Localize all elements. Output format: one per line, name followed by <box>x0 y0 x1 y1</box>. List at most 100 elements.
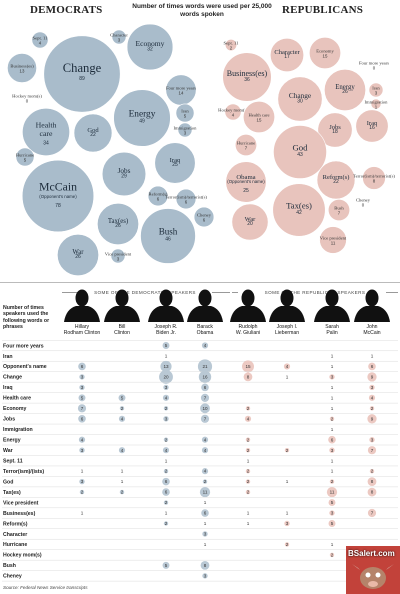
table-cell-bubble-war-2 <box>118 447 126 454</box>
table-cell-value-change-1: 3 <box>81 375 84 380</box>
table-cell-value-war-4: 4 <box>204 448 207 453</box>
table-cell-value-health-care-1: 5 <box>81 395 84 400</box>
table-cell-value-economy-7: 1 <box>331 406 334 411</box>
table-row-label-vice-president: Vice president <box>3 500 39 506</box>
source-note: Source: Federal News Service transcripts <box>3 585 88 590</box>
table-cell-value-god-3: 6 <box>165 479 168 484</box>
table-cell-bubble-economy-5 <box>245 406 251 411</box>
table-cell-bubble-change-1 <box>79 374 85 380</box>
watermark-logo <box>346 546 400 594</box>
table-cell-bubble-opponent-s-name-6 <box>283 363 291 370</box>
table-row-label-hockey-mom-s: Hockey mom(s) <box>3 553 42 559</box>
watermark-text: BSalert.com <box>348 549 395 558</box>
table-cell-value-opponent-s-name-5: 15 <box>245 364 251 369</box>
table-note: Number of times speakers used the follow… <box>3 305 50 331</box>
rep-bubble-value-god: 43 <box>297 152 303 158</box>
speaker-name-joseph-i-lieberman: Joseph I. <box>277 324 298 330</box>
dem-bubble-value-hockey-mom-s: 0 <box>26 99 29 104</box>
dem-bubble-value-hurricane: 5 <box>24 158 27 163</box>
dem-bubble-label-change: Change <box>63 61 102 75</box>
rep-bubble-energy <box>324 69 366 111</box>
dem-bubble-value-iran: 5 <box>184 114 187 119</box>
rep-bubble-label-bush: Bush <box>334 205 344 210</box>
table-cell-value-health-care-4: 7 <box>204 395 207 400</box>
rep-bubble-economy <box>309 37 341 69</box>
rep-bubble-label-business-es: Business(es) <box>227 69 268 78</box>
table-cell-value-character-4: 3 <box>204 532 207 537</box>
table-cell-value-opponent-s-name-3: 13 <box>163 364 169 369</box>
table-row-label-business-es: Business(es) <box>3 511 36 517</box>
dem-bubble-value-character: 3 <box>118 38 121 43</box>
table-cell-bubble-energy-8 <box>369 437 375 443</box>
dem-group-rule <box>62 292 80 293</box>
table-cell-value-vice-president-3: 2 <box>165 500 168 505</box>
table-row-label-bush: Bush <box>3 563 16 569</box>
speaker-silhouette-hillary-rodham-clinton <box>64 289 100 322</box>
rep-bubble-sept-11 <box>224 38 238 52</box>
dem-bubble-label-economy: Economy <box>136 39 165 48</box>
table-cell-value-reform-s-6: 3 <box>286 521 289 526</box>
table-cell-value-tax-es-7: 11 <box>330 490 335 495</box>
rep-bubble-sublabel-obama: (Opponent's name) <box>227 179 265 184</box>
table-cell-bubble-health-care-8 <box>368 394 376 401</box>
speaker-name-bill-clinton: Bill <box>119 324 126 330</box>
table-cell-value-iraq-7: 1 <box>331 385 334 390</box>
rep-bubble-value-business-es: 36 <box>244 77 250 83</box>
dem-bubble-value-jobs: 29 <box>121 173 127 179</box>
table-cell-bubble-iraq-3 <box>163 384 169 391</box>
dem-bubble-sublabel-mccain: (Opponent's name) <box>39 194 77 199</box>
rep-bubble-terror-ism-terrorist-s <box>362 166 386 190</box>
table-cell-bubble-tax-es-2 <box>119 489 125 495</box>
dem-bubble-value-terror-ism-terrorist-s: 6 <box>185 200 188 205</box>
rep-bubble-label-economy: Economy <box>316 48 334 53</box>
dem-bubble-energy <box>113 89 171 147</box>
table-cell-bubble-jobs-2 <box>118 415 126 422</box>
table-cell-bubble-war-1 <box>79 447 85 453</box>
table-row-label-hurricane: Hurricane <box>3 542 27 548</box>
table-cell-value-sept-11-5: 1 <box>247 458 250 463</box>
table-row-label-god: God <box>3 479 13 485</box>
table-cell-bubble-opponent-s-name-8 <box>368 362 376 371</box>
table-cell-value-terror-ism-ists-2: 1 <box>121 469 124 474</box>
table-row-label-cheney: Cheney <box>3 574 22 580</box>
rep-bubble-label-cheney: Cheney <box>356 197 371 202</box>
table-row-label-reform-s: Reform(s) <box>3 521 28 527</box>
dem-bubble-value-economy: 32 <box>147 47 153 53</box>
dem-bubble-label-tax-es: Tax(es) <box>108 218 128 225</box>
dem-bubble-label-jobs: Jobs <box>118 167 131 175</box>
table-cell-bubble-cheney-4 <box>202 573 208 579</box>
table-cell-value-iraq-1: 3 <box>81 385 84 390</box>
rep-bubble-value-four-more-years: 0 <box>373 66 376 71</box>
dem-bubble-tax-es <box>97 203 139 245</box>
table-cell-bubble-economy-4 <box>200 403 210 414</box>
table-cell-value-jobs-8: 9 <box>371 416 374 421</box>
rep-bubble-label-hockey-mom-s: Hockey mom(s) <box>218 107 248 112</box>
table-cell-bubble-vice-president-3 <box>163 500 169 505</box>
table-cell-bubble-energy-3 <box>163 437 169 442</box>
table-cell-bubble-tax-es-5 <box>245 489 251 495</box>
rep-bubble-vice-president <box>319 226 347 254</box>
table-cell-bubble-health-care-2 <box>118 394 126 402</box>
speaker-silhouette-john-mccain <box>354 289 390 322</box>
rep-bubble-label-sept-11: Sept. 11 <box>224 40 240 45</box>
table-cell-value-change-7: 3 <box>331 375 334 380</box>
table-cell-bubble-economy-3 <box>163 406 169 411</box>
chart-subtitle: Number of times words were used per 25,0… <box>132 3 272 18</box>
table-cell-value-business-es-4: 6 <box>204 511 207 516</box>
rep-bubble-value-bush: 7 <box>338 211 341 216</box>
dem-bubble-label-immigration: Immigration <box>174 125 198 130</box>
table-cell-value-health-care-3: 4 <box>165 395 168 400</box>
table-cell-bubble-change-8 <box>367 372 377 382</box>
dem-bubble-value-sept-11: 4 <box>39 41 42 46</box>
table-cell-value-god-1: 3 <box>81 479 84 484</box>
table-cell-value-health-care-2: 5 <box>121 395 124 400</box>
table-row-label-sept-11: Sept. 11 <box>3 458 23 464</box>
speaker-name-sarah-palin: Sarah <box>325 324 339 330</box>
table-cell-value-four-more-years-4: 4 <box>204 343 207 348</box>
table-cell-bubble-war-8 <box>367 446 377 455</box>
table-cell-bubble-reform-s-7 <box>328 520 336 527</box>
rep-bubble-value-hurricane: 7 <box>245 146 248 151</box>
table-cell-bubble-terror-ism-ists-4 <box>201 468 209 475</box>
table-cell-value-terror-ism-ists-7: 1 <box>331 469 334 474</box>
